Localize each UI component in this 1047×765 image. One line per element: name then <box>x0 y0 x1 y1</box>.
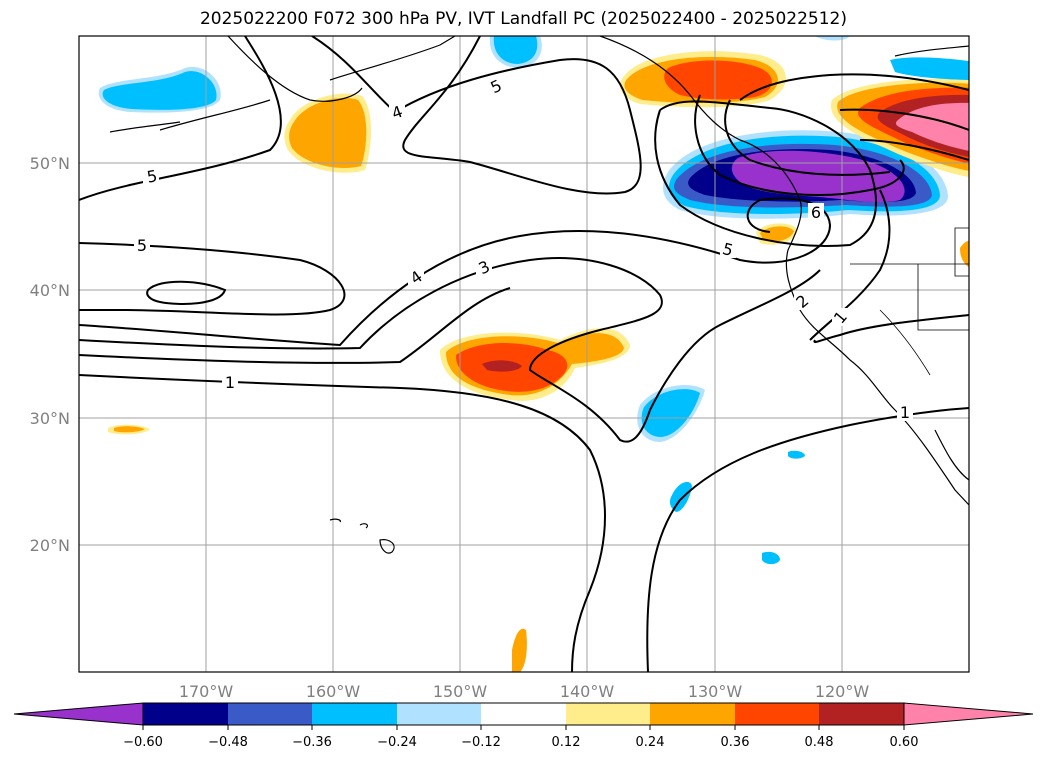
lon-tick-label: 170°W <box>179 682 234 701</box>
borders <box>850 227 969 376</box>
map-title: 2025022200 F072 300 hPa PV, IVT Landfall… <box>199 9 847 29</box>
positive-anomaly-small <box>960 240 969 268</box>
lon-tick-labels: 170°W 160°W 150°W 140°W 130°W 120°W <box>179 682 870 701</box>
negative-anomaly-ne-corner <box>815 36 850 41</box>
colorbar-segment <box>735 703 819 725</box>
contour-label: 1 <box>900 403 910 422</box>
negative-anomaly-ne-corner <box>890 57 969 80</box>
positive-anomaly-small <box>114 426 145 433</box>
lon-tick-label: 130°W <box>688 682 743 701</box>
positive-anomaly-bering <box>289 97 367 168</box>
lat-tick-label: 40°N <box>30 281 70 300</box>
colorbar-max-extension <box>903 702 1034 726</box>
pv-contours <box>79 36 969 672</box>
lon-tick-label: 150°W <box>433 682 488 701</box>
colorbar-min-extension <box>13 702 144 726</box>
colorbar-segment <box>819 703 904 725</box>
negative-anomaly-subtropical <box>641 389 700 437</box>
lon-tick-label: 120°W <box>815 682 870 701</box>
graticule <box>79 36 969 672</box>
negative-anomaly-small <box>788 450 805 459</box>
colorbar-segment <box>312 703 397 725</box>
lon-tick-label: 160°W <box>306 682 361 701</box>
lat-tick-label: 50°N <box>30 154 70 173</box>
positive-anomaly-alaska <box>664 60 772 100</box>
colorbar-tick-label: −0.36 <box>292 735 332 750</box>
colorbar-tick-label: 0.60 <box>890 735 919 750</box>
colorbar-tick-label: 0.24 <box>636 735 665 750</box>
colorbar: −0.60 −0.48 −0.36 −0.24 −0.12 0.12 0.24 … <box>13 702 1034 750</box>
positive-anomaly-small <box>512 628 527 672</box>
colorbar-segment <box>143 703 228 725</box>
colorbar-tick-label: 0.12 <box>552 735 581 750</box>
lon-tick-label: 140°W <box>560 682 615 701</box>
contour-labels: 5 4 5 5 4 3 1 5 6 2 1 1 <box>134 76 913 422</box>
lat-tick-label: 20°N <box>30 536 70 555</box>
negative-anomaly-ne <box>731 150 905 203</box>
colorbar-tick-label: −0.60 <box>123 735 163 750</box>
colorbar-segment <box>481 703 566 725</box>
lat-tick-label: 30°N <box>30 409 70 428</box>
ivt-shading <box>98 36 969 672</box>
lat-tick-labels: 20°N 30°N 40°N 50°N <box>30 154 70 555</box>
contour-label: 5 <box>720 239 735 260</box>
contour-label: 1 <box>225 373 235 392</box>
colorbar-segment <box>397 703 481 725</box>
positive-anomaly-small <box>760 226 794 242</box>
positive-anomaly-central <box>482 360 522 372</box>
colorbar-tick-label: 0.48 <box>805 735 834 750</box>
negative-anomaly-small <box>669 481 692 512</box>
colorbar-tick-label: 0.36 <box>721 735 750 750</box>
contour-label: 6 <box>811 203 821 222</box>
colorbar-tick-label: −0.12 <box>461 735 501 750</box>
contour-label: 5 <box>145 166 158 186</box>
negative-anomaly-west <box>102 71 217 110</box>
contour-label: 5 <box>137 236 147 255</box>
negative-anomaly-north <box>493 36 538 64</box>
map-frame <box>78 35 970 673</box>
colorbar-tick-label: −0.24 <box>377 735 417 750</box>
colorbar-segment <box>650 703 735 725</box>
negative-anomaly-small <box>762 551 780 565</box>
colorbar-segment <box>566 703 650 725</box>
colorbar-tick-label: −0.48 <box>208 735 248 750</box>
colorbar-segment <box>228 703 312 725</box>
